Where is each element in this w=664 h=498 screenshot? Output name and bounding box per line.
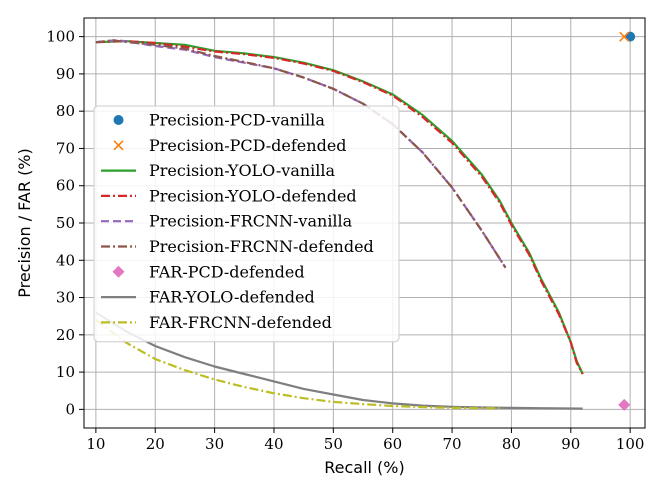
y-tick-label: 10 — [56, 363, 75, 381]
legend-swatch-precision-pcd-vanilla — [113, 115, 124, 125]
x-tick-label: 50 — [324, 435, 343, 453]
legend-label-precision-frcnn-vanilla: Precision-FRCNN-vanilla — [149, 212, 353, 231]
x-tick-label: 30 — [205, 435, 224, 453]
series-precision-yolo-defended-line — [95, 39, 584, 375]
y-tick-label: 0 — [65, 400, 75, 418]
series-precision-frcnn-defended-line — [95, 39, 507, 269]
series-layer — [95, 31, 636, 411]
y-tick-label: 80 — [56, 102, 75, 120]
y-tick-label: 90 — [56, 65, 75, 83]
y-tick-label: 30 — [56, 289, 75, 307]
x-tick-label: 10 — [86, 435, 105, 453]
legend-label-precision-frcnn-defended: Precision-FRCNN-defended — [149, 237, 374, 256]
legend-label-precision-yolo-vanilla: Precision-YOLO-vanilla — [149, 161, 336, 180]
y-tick-label: 60 — [56, 177, 75, 195]
x-axis-label: Recall (%) — [324, 458, 405, 477]
x-tick-label: 100 — [616, 435, 645, 453]
axis-ticks: 10 20 30 40 50 60 70 80 90 100 0 10 20 30 40 50 60 70 80 90… — [46, 28, 644, 453]
y-tick-label: 20 — [56, 326, 75, 344]
series-precision-pcd-defended-point — [619, 31, 630, 42]
y-tick-label: 100 — [46, 28, 75, 46]
x-tick-label: 90 — [561, 435, 580, 453]
series-far-frcnn-defended-line — [95, 319, 500, 410]
legend: Precision-PCD-vanilla Precision-PCD-defen… — [93, 105, 400, 343]
y-tick-label: 70 — [56, 139, 75, 157]
series-far-pcd-defended-point — [618, 398, 631, 411]
legend-box — [93, 105, 400, 343]
x-tick-label: 80 — [502, 435, 521, 453]
y-tick-label: 40 — [56, 251, 75, 269]
legend-label-far-pcd-defended: FAR-PCD-defended — [149, 262, 305, 281]
x-tick-label: 60 — [383, 435, 402, 453]
legend-label-far-yolo-defended: FAR-YOLO-defended — [149, 288, 315, 307]
legend-label-precision-pcd-vanilla: Precision-PCD-vanilla — [149, 111, 325, 130]
legend-label-precision-yolo-defended: Precision-YOLO-defended — [149, 186, 357, 205]
legend-swatch-far-pcd-defended — [112, 265, 125, 278]
legend-swatch-precision-pcd-defended — [113, 140, 124, 151]
x-tick-label: 70 — [443, 435, 462, 453]
y-tick-label: 50 — [56, 214, 75, 232]
y-axis-label: Precision / FAR (%) — [15, 148, 34, 298]
legend-label-far-frcnn-defended: FAR-FRCNN-defended — [149, 313, 332, 332]
x-tick-label: 40 — [264, 435, 283, 453]
x-tick-label: 20 — [146, 435, 165, 453]
legend-label-precision-pcd-defended: Precision-PCD-defended — [149, 136, 347, 155]
